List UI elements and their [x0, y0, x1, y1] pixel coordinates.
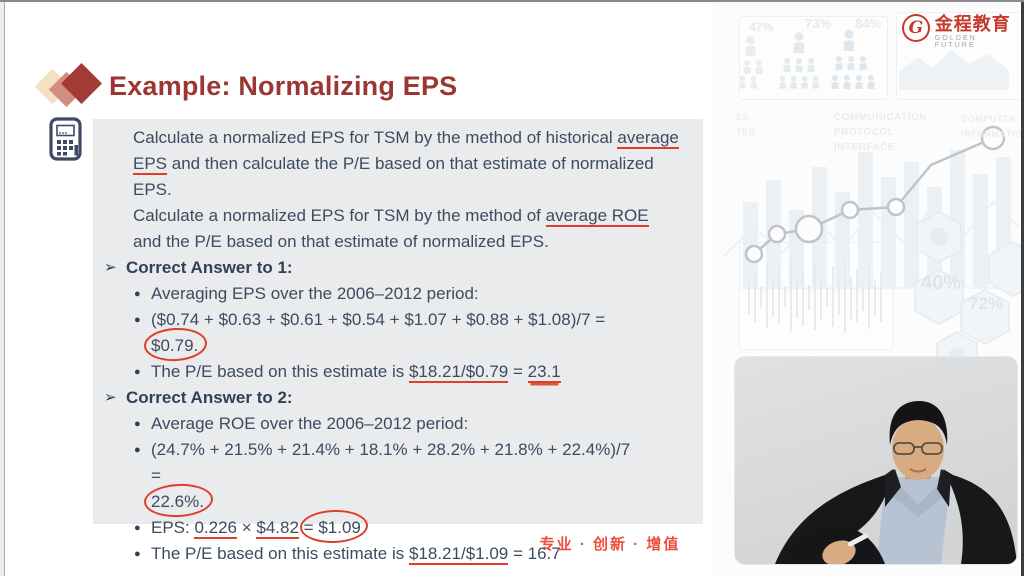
answer2-eps-label: EPS:: [151, 518, 195, 537]
background-infographic: [722, 30, 1021, 379]
answer2-bullet-1: ● Average ROE over the 2006–2012 period:: [93, 411, 641, 437]
answer2-bullet2-formula: (24.7% + 21.5% + 21.4% + 18.1% + 28.2% +…: [151, 440, 631, 485]
answer2-bullet-3: ● EPS: 0.226 × $4.82 = $1.09: [93, 515, 641, 541]
answer2-bullet4-post: = 16.7: [508, 544, 561, 563]
answer1-bullet-2: ● ($0.74 + $0.63 + $0.61 + $0.54 + $1.07 …: [93, 307, 641, 359]
arrow-bullet-icon: ➢: [104, 259, 117, 276]
problem-paragraph-1: Calculate a normalized EPS for TSM by th…: [133, 125, 681, 203]
decor-stat-47: 47%: [749, 20, 774, 34]
answer1-result-circled: $0.79.: [151, 333, 198, 359]
right-panel: 47% 73% 84% ES TER COMMUNICATION PROTOCO…: [713, 2, 1021, 576]
round-bullet-icon: ●: [134, 288, 141, 300]
jacket-lapel2: [937, 469, 951, 507]
title-row: Example: Normalizing EPS: [34, 62, 458, 110]
logo-name-en: GOLDEN FUTURE: [934, 35, 977, 49]
bar-chart-decor: [743, 150, 1011, 287]
logo-text: 金程教育 GOLDEN FUTURE: [935, 14, 1021, 49]
answer2-bullet4-pre: The P/E based on this estimate is: [151, 544, 409, 563]
answer2-roe-underlined: 0.226: [194, 518, 238, 539]
hexagon-decor: [914, 211, 1021, 379]
answer1-bullet2-formula: ($0.74 + $0.63 + $0.61 + $0.54 + $1.07 +…: [151, 310, 606, 329]
decor-hex-72: 72%: [969, 294, 1004, 313]
decor-words-communication: COMMUNICATION PROTOCOL INTERFACE: [834, 112, 927, 153]
left-edge-border: [0, 2, 5, 576]
decor-words-left: ES TER: [736, 112, 756, 137]
people-group-84: [831, 30, 875, 89]
answer2-bvps-underlined: $4.82: [256, 518, 299, 539]
answer1-pe-ratio-underlined: $18.21/$0.79: [408, 362, 509, 383]
answer2-eps-result-circled: $1.09: [318, 515, 361, 541]
answer1-header-label: Correct Answer to 1:: [126, 258, 293, 277]
answer2-bullet-4: ● The P/E based on this estimate is $18.2…: [93, 541, 641, 567]
p2-text-post: and the P/E based on that estimate of no…: [133, 232, 549, 251]
golden-future-logo: G 金程教育 GOLDEN FUTURE: [902, 14, 1021, 49]
slide-area: Example: Normalizing EPS Calculate a nor…: [5, 2, 713, 576]
waveform-decor: [748, 259, 882, 333]
answer2-header-label: Correct Answer to 2:: [126, 388, 293, 407]
p2-text-pre: Calculate a normalized EPS for TSM by th…: [133, 206, 546, 225]
zigzag-line-decor: [722, 200, 1019, 258]
logo-monogram: G: [908, 17, 924, 38]
answer2-bullet1-text: Average ROE over the 2006–2012 period:: [151, 414, 469, 433]
brand-slogan: 专业 · 创新 · 增值: [539, 536, 681, 553]
shirt-collar: [893, 479, 943, 517]
logo-seal-icon: G: [902, 14, 930, 42]
answer1-header: ➢ Correct Answer to 1:: [93, 255, 703, 281]
answer1-pe-result-underlined: 23.1: [527, 362, 561, 383]
problem-paragraph-2: Calculate a normalized EPS for TSM by th…: [133, 203, 681, 255]
round-bullet-icon: ●: [134, 366, 141, 378]
presenter-figure: [735, 357, 1017, 564]
answer1-bullet1-text: Averaging EPS over the 2006–2012 period:: [151, 284, 479, 303]
presenter-face: [892, 418, 944, 480]
p1-text-post: and then calculate the P/E based on that…: [133, 154, 654, 199]
people-group-73: [779, 32, 819, 89]
p1-underlined-average-eps: average EPS: [133, 128, 679, 175]
answer2-bullet-2: ● (24.7% + 21.5% + 21.4% + 18.1% + 28.2% …: [93, 437, 641, 515]
diamond-bullet-icon: [34, 62, 103, 110]
presenter-hair: [889, 401, 948, 445]
calculator-icon: [49, 117, 82, 161]
p1-text-pre: Calculate a normalized EPS for TSM by th…: [133, 128, 618, 147]
decor-stat-73: 73%: [805, 16, 832, 31]
answer1-bullet-1: ● Averaging EPS over the 2006–2012 period…: [93, 281, 641, 307]
slide-content-box: Calculate a normalized EPS for TSM by th…: [93, 119, 703, 565]
presenter-hand: [822, 540, 856, 564]
arrow-bullet-icon: ➢: [104, 389, 117, 406]
page-title: Example: Normalizing EPS: [109, 70, 458, 101]
jacket-lapel: [885, 469, 901, 507]
answer2-header: ➢ Correct Answer to 2:: [93, 385, 703, 411]
presenter-jacket-right: [943, 469, 1017, 564]
presenter-mouth: [909, 468, 927, 473]
right-edge-border: [1021, 2, 1024, 576]
answer2-times-sign: ×: [237, 518, 257, 537]
answer1-bullet3-eq: =: [508, 362, 528, 381]
round-bullet-icon: ●: [134, 314, 141, 326]
trend-line-chart-decor: [744, 125, 1006, 264]
decor-words-computer: COMPUTER INFORMATIO: [961, 114, 1021, 139]
round-bullet-icon: ●: [134, 418, 141, 430]
people-group-47: [739, 36, 763, 89]
answer2-roe-result-circled: 22.6%.: [151, 489, 204, 515]
answer1-bullet-3: ● The P/E based on this estimate is $18.2…: [93, 359, 641, 385]
pen: [847, 533, 868, 547]
round-bullet-icon: ●: [134, 548, 141, 560]
presenter-glasses: [893, 442, 943, 455]
answer2-pe-ratio-underlined: $18.21/$1.09: [408, 544, 509, 565]
answer1-bullet3-pre: The P/E based on this estimate is: [151, 362, 409, 381]
round-bullet-icon: ●: [134, 522, 141, 534]
p2-underlined-average-roe: average ROE: [545, 206, 649, 227]
logo-name-cn: 金程教育: [934, 14, 1011, 34]
round-bullet-icon: ●: [134, 444, 141, 456]
decor-hex-40: 40%: [921, 272, 962, 294]
decor-stat-84: 84%: [855, 16, 882, 31]
area-chart-decor: [899, 50, 1009, 90]
presenter-webcam-video[interactable]: [735, 357, 1017, 564]
